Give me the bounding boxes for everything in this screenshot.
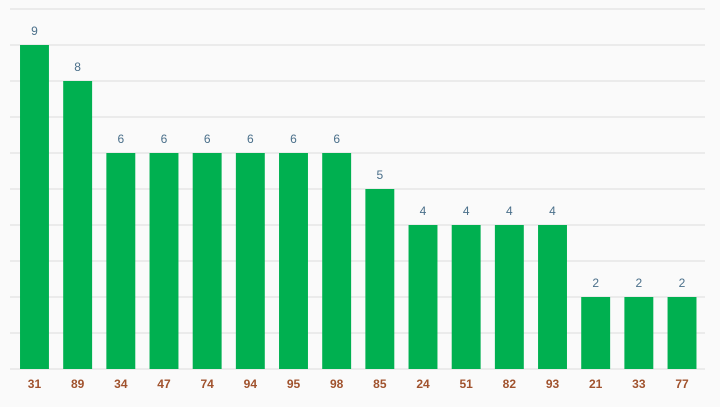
value-label: 9 <box>31 24 38 38</box>
x-tick-label: 33 <box>632 377 646 391</box>
bar <box>451 225 481 369</box>
x-tick-label: 24 <box>416 377 430 391</box>
bar <box>322 153 352 369</box>
value-label: 6 <box>117 132 124 146</box>
value-label: 6 <box>161 132 168 146</box>
x-tick-label: 77 <box>675 377 689 391</box>
value-label: 6 <box>333 132 340 146</box>
bar <box>624 297 654 369</box>
bar <box>106 153 136 369</box>
x-tick-label: 31 <box>28 377 42 391</box>
x-tick-label: 89 <box>71 377 85 391</box>
value-label: 2 <box>679 276 686 290</box>
bar <box>149 153 179 369</box>
bar <box>279 153 308 369</box>
bar <box>408 225 438 369</box>
value-label: 4 <box>420 204 427 218</box>
value-label: 2 <box>636 276 643 290</box>
bar <box>581 297 611 369</box>
bar <box>20 45 49 369</box>
x-tick-label: 98 <box>330 377 344 391</box>
x-tick-label: 47 <box>157 377 171 391</box>
value-label: 4 <box>506 204 513 218</box>
bar <box>494 225 524 369</box>
value-label: 8 <box>74 60 81 74</box>
value-label: 6 <box>247 132 254 146</box>
bar <box>667 297 697 369</box>
value-label: 4 <box>463 204 470 218</box>
value-label: 5 <box>376 168 383 182</box>
value-label: 6 <box>204 132 211 146</box>
x-tick-label: 94 <box>244 377 258 391</box>
bar <box>538 225 567 369</box>
bar <box>192 153 222 369</box>
x-tick-label: 93 <box>546 377 560 391</box>
value-label: 6 <box>290 132 297 146</box>
x-tick-label: 95 <box>287 377 301 391</box>
value-label: 2 <box>592 276 599 290</box>
x-tick-label: 34 <box>114 377 128 391</box>
x-tick-label: 85 <box>373 377 387 391</box>
x-tick-label: 21 <box>589 377 603 391</box>
x-tick-label: 51 <box>459 377 473 391</box>
bar <box>235 153 265 369</box>
x-tick-label: 82 <box>503 377 517 391</box>
value-label: 4 <box>549 204 556 218</box>
x-tick-label: 74 <box>200 377 214 391</box>
bar <box>63 81 93 369</box>
bar <box>365 189 395 369</box>
